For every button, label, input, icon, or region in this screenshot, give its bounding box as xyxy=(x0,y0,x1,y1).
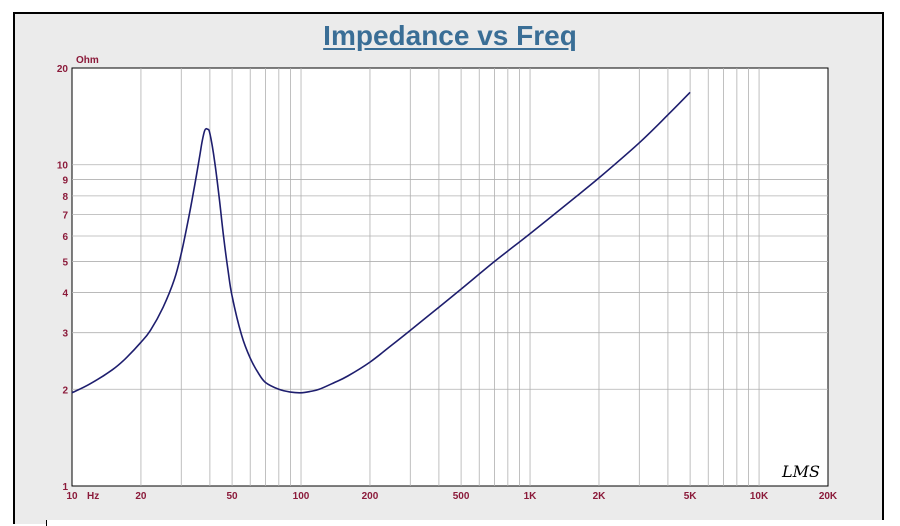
y-tick-label: 1 xyxy=(62,482,68,493)
x-tick-label: 2K xyxy=(593,491,607,502)
x-axis-unit-label: Hz xyxy=(87,491,99,502)
bottom-strip xyxy=(46,520,887,526)
x-tick-labels: 10 20 50 100 200 500 1K 2K 5K 10K 20K xyxy=(66,491,838,502)
y-tick-labels: 1 2 3 4 5 6 7 8 9 10 20 xyxy=(57,64,69,493)
lms-logo: LMS xyxy=(781,462,820,481)
x-tick-label: 1K xyxy=(524,491,538,502)
y-tick-label: 7 xyxy=(62,210,68,221)
x-tick-label: 100 xyxy=(293,491,310,502)
y-tick-label: 5 xyxy=(62,257,68,268)
y-tick-label: 4 xyxy=(62,289,68,300)
x-tick-label: 500 xyxy=(453,491,470,502)
plot-area xyxy=(71,67,829,487)
x-tick-label: 20 xyxy=(135,491,147,502)
y-tick-label: 10 xyxy=(57,161,69,172)
x-tick-label: 5K xyxy=(684,491,698,502)
grid xyxy=(72,68,828,486)
impedance-curve xyxy=(71,91,691,394)
x-tick-label: 10 xyxy=(66,491,78,502)
y-tick-label: 6 xyxy=(62,232,68,243)
y-tick-label: 9 xyxy=(62,175,68,186)
y-tick-label: 20 xyxy=(57,64,69,75)
x-tick-label: 50 xyxy=(227,491,239,502)
chart-title: Impedance vs Freq xyxy=(323,20,577,51)
y-tick-label: 8 xyxy=(62,192,68,203)
y-axis-unit-label: Ohm xyxy=(76,55,99,66)
y-tick-label: 3 xyxy=(62,329,68,340)
y-tick-label: 2 xyxy=(62,385,68,396)
x-tick-label: 10K xyxy=(750,491,769,502)
x-tick-label: 200 xyxy=(362,491,379,502)
x-tick-label: 20K xyxy=(819,491,838,502)
